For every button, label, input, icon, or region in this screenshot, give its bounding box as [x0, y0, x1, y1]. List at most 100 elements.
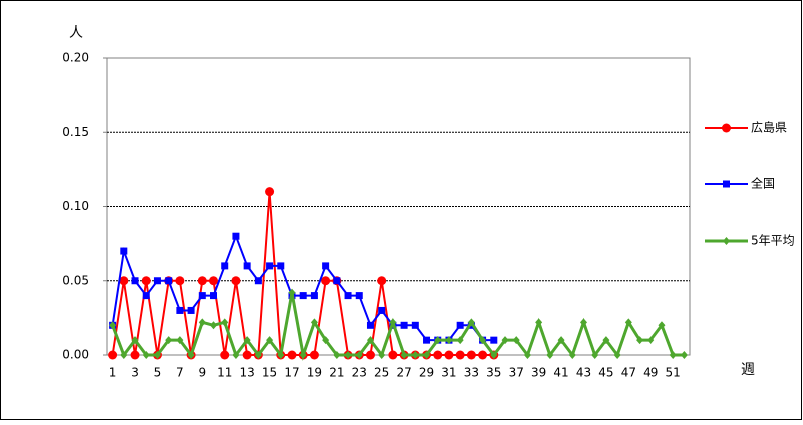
x-tick-label: 11: [217, 366, 232, 380]
data-point: [535, 318, 543, 327]
data-point: [479, 336, 487, 345]
data-point: [299, 292, 307, 300]
x-tick-label: 43: [576, 366, 591, 380]
data-point: [579, 318, 587, 327]
data-point: [333, 351, 341, 359]
data-point: [187, 306, 195, 314]
data-point: [568, 351, 576, 359]
x-tick-label: 9: [198, 366, 206, 380]
data-point: [175, 276, 185, 286]
data-point: [411, 321, 419, 329]
data-point: [142, 351, 150, 359]
x-tick-label: 21: [329, 366, 344, 380]
x-tick-label: 19: [307, 366, 322, 380]
data-point: [287, 350, 297, 360]
data-point: [378, 306, 386, 314]
data-point: [344, 292, 352, 300]
x-tick-label: 39: [531, 366, 546, 380]
y-axis-label: 人: [69, 25, 83, 41]
series-line: [111, 292, 685, 361]
x-tick-label: 3: [131, 366, 139, 380]
data-point: [647, 336, 655, 345]
x-tick-label: 37: [509, 366, 524, 380]
data-point: [210, 321, 218, 330]
data-point: [490, 351, 498, 359]
data-point: [333, 277, 341, 285]
x-tick-label: 13: [240, 366, 255, 380]
legend-marker: [723, 180, 730, 188]
data-point: [243, 336, 251, 345]
data-point: [322, 336, 330, 345]
data-point: [365, 350, 375, 360]
x-tick-label: 45: [598, 366, 613, 380]
x-tick-label: 47: [621, 366, 636, 380]
x-tick-label: 27: [396, 366, 411, 380]
data-point: [366, 336, 374, 345]
data-point: [467, 318, 475, 327]
data-point: [221, 318, 229, 327]
legend-label: 5年平均: [751, 234, 795, 248]
data-point: [165, 277, 173, 285]
data-point: [141, 276, 151, 286]
data-point: [277, 351, 285, 359]
x-axis-label: 週: [741, 362, 755, 378]
x-tick-label: 51: [666, 366, 681, 380]
data-point: [242, 350, 252, 360]
data-point: [636, 336, 644, 345]
data-point: [591, 351, 599, 359]
legend-label: 広島県: [751, 120, 787, 135]
x-tick-label: 41: [553, 366, 568, 380]
data-point: [120, 351, 128, 359]
data-point: [109, 321, 117, 330]
data-point: [232, 351, 240, 359]
data-point: [602, 336, 610, 345]
data-point: [288, 288, 296, 297]
data-point: [456, 321, 464, 329]
data-point: [209, 276, 219, 286]
data-point: [277, 262, 285, 270]
data-point: [176, 336, 184, 345]
data-point: [512, 336, 520, 345]
data-point: [624, 318, 632, 327]
data-point: [388, 350, 398, 360]
data-point: [299, 351, 307, 359]
data-point: [444, 350, 454, 360]
data-point: [130, 350, 140, 360]
y-tick-label: 0.10: [62, 199, 89, 213]
data-point: [153, 351, 161, 359]
data-point: [344, 351, 352, 359]
data-point: [265, 187, 275, 197]
x-tick-label: 35: [486, 366, 501, 380]
data-point: [210, 292, 218, 300]
data-point: [198, 318, 206, 327]
data-point: [355, 351, 363, 359]
y-tick-label: 0.20: [62, 51, 89, 65]
data-point: [108, 350, 118, 360]
data-point: [220, 350, 230, 360]
x-tick-label: 7: [176, 366, 184, 380]
data-point: [546, 351, 554, 359]
y-tick-label: 0.15: [62, 125, 89, 139]
x-tick-label: 25: [374, 366, 389, 380]
data-point: [176, 306, 184, 314]
data-point: [187, 351, 195, 359]
data-point: [490, 336, 498, 344]
x-tick-label: 31: [441, 366, 456, 380]
x-tick-label: 5: [154, 366, 162, 380]
data-point: [131, 277, 139, 285]
data-point: [434, 336, 442, 345]
data-point: [254, 351, 262, 359]
legend-marker: [723, 237, 730, 245]
x-tick-label: 49: [643, 366, 658, 380]
data-point: [266, 262, 274, 270]
data-point: [669, 351, 677, 359]
data-point: [131, 336, 139, 345]
data-point: [378, 351, 386, 359]
data-point: [310, 318, 318, 327]
data-point: [445, 336, 453, 345]
data-point: [198, 292, 206, 300]
data-point: [266, 336, 274, 345]
y-tick-label: 0.00: [62, 348, 89, 362]
data-point: [119, 276, 129, 286]
data-point: [221, 262, 229, 270]
